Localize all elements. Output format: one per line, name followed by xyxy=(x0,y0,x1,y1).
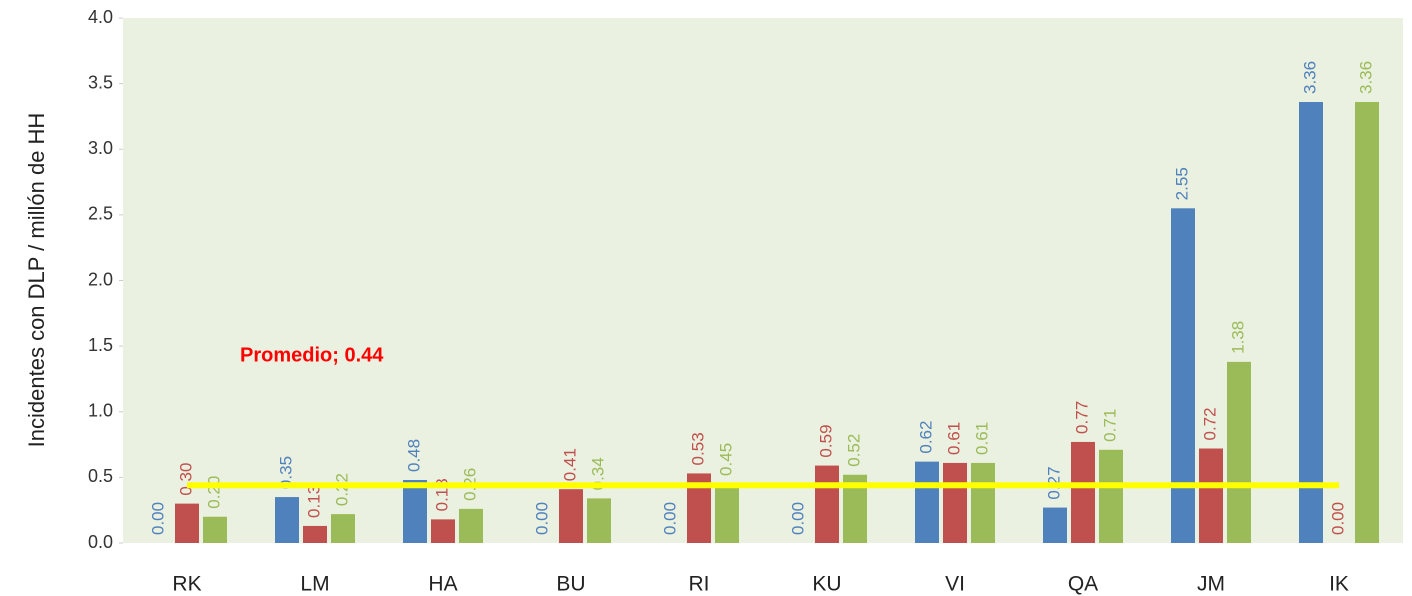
average-label: Promedio; 0.44 xyxy=(240,344,384,366)
bar xyxy=(203,516,227,543)
data-label: 0.22 xyxy=(332,473,351,506)
data-label: 2.55 xyxy=(1172,167,1191,200)
data-label: 0.52 xyxy=(844,434,863,467)
x-tick-label: KU xyxy=(812,573,841,596)
bar xyxy=(587,498,611,543)
x-tick-label: VI xyxy=(945,573,965,596)
x-tick-label: HA xyxy=(428,573,457,596)
data-label: 0.34 xyxy=(588,457,607,490)
data-label: 0.53 xyxy=(688,432,707,465)
x-tick-label: RI xyxy=(689,573,710,596)
data-label: 0.62 xyxy=(916,421,935,454)
bar xyxy=(1227,361,1251,543)
y-tick-label: 1.5 xyxy=(88,335,113,355)
bar xyxy=(431,519,455,543)
y-tick-label: 4.0 xyxy=(88,7,113,27)
y-tick-label: 2.0 xyxy=(88,269,113,289)
data-label: 3.36 xyxy=(1356,61,1375,94)
bar xyxy=(1299,102,1323,543)
bar xyxy=(331,514,355,543)
x-tick-label: BU xyxy=(556,573,585,596)
data-label: 1.38 xyxy=(1228,321,1247,354)
y-tick-label: 3.0 xyxy=(88,138,113,158)
data-label: 0.20 xyxy=(204,476,223,509)
bar xyxy=(275,497,299,543)
data-label: 0.00 xyxy=(148,502,167,535)
bar xyxy=(971,462,995,543)
bar xyxy=(943,462,967,543)
y-tick-label: 2.5 xyxy=(88,204,113,224)
data-label: 0.00 xyxy=(788,502,807,535)
data-label: 0.77 xyxy=(1072,401,1091,434)
y-tick-label: 0.5 xyxy=(88,466,113,486)
x-tick-label: QA xyxy=(1068,573,1098,596)
bar xyxy=(1171,208,1195,543)
data-label: 0.48 xyxy=(404,439,423,472)
data-label: 3.36 xyxy=(1300,61,1319,94)
bar xyxy=(1199,448,1223,543)
bar xyxy=(1071,441,1095,543)
x-tick-label: LM xyxy=(300,573,329,596)
bar xyxy=(403,480,427,543)
y-tick-label: 1.0 xyxy=(88,401,113,421)
data-label: 0.61 xyxy=(972,422,991,455)
data-label: 0.13 xyxy=(304,485,323,518)
data-label: 0.35 xyxy=(276,456,295,489)
x-tick-label: RK xyxy=(172,573,201,596)
bar xyxy=(915,461,939,543)
y-tick-label: 3.5 xyxy=(88,72,113,92)
x-tick-label: IK xyxy=(1329,573,1349,596)
data-label: 0.00 xyxy=(532,502,551,535)
y-tick-label: 0.0 xyxy=(88,532,113,552)
data-label: 0.45 xyxy=(716,443,735,476)
bar xyxy=(303,525,327,543)
bar xyxy=(815,465,839,543)
data-label: 0.00 xyxy=(1328,502,1347,535)
data-label: 0.59 xyxy=(816,424,835,457)
bar xyxy=(559,489,583,543)
data-label: 0.00 xyxy=(660,502,679,535)
bar xyxy=(715,483,739,543)
bar xyxy=(1355,102,1379,543)
data-label: 0.30 xyxy=(176,463,195,496)
bar xyxy=(1099,449,1123,543)
data-label: 0.61 xyxy=(944,422,963,455)
bar xyxy=(175,503,199,543)
x-tick-label: JM xyxy=(1197,573,1225,596)
y-axis-label: Incidentes con DLP / millón de HH xyxy=(24,113,49,448)
data-label: 0.41 xyxy=(560,448,579,481)
data-label: 0.71 xyxy=(1100,409,1119,442)
bar xyxy=(1043,507,1067,543)
bar xyxy=(459,508,483,543)
data-label: 0.72 xyxy=(1200,407,1219,440)
